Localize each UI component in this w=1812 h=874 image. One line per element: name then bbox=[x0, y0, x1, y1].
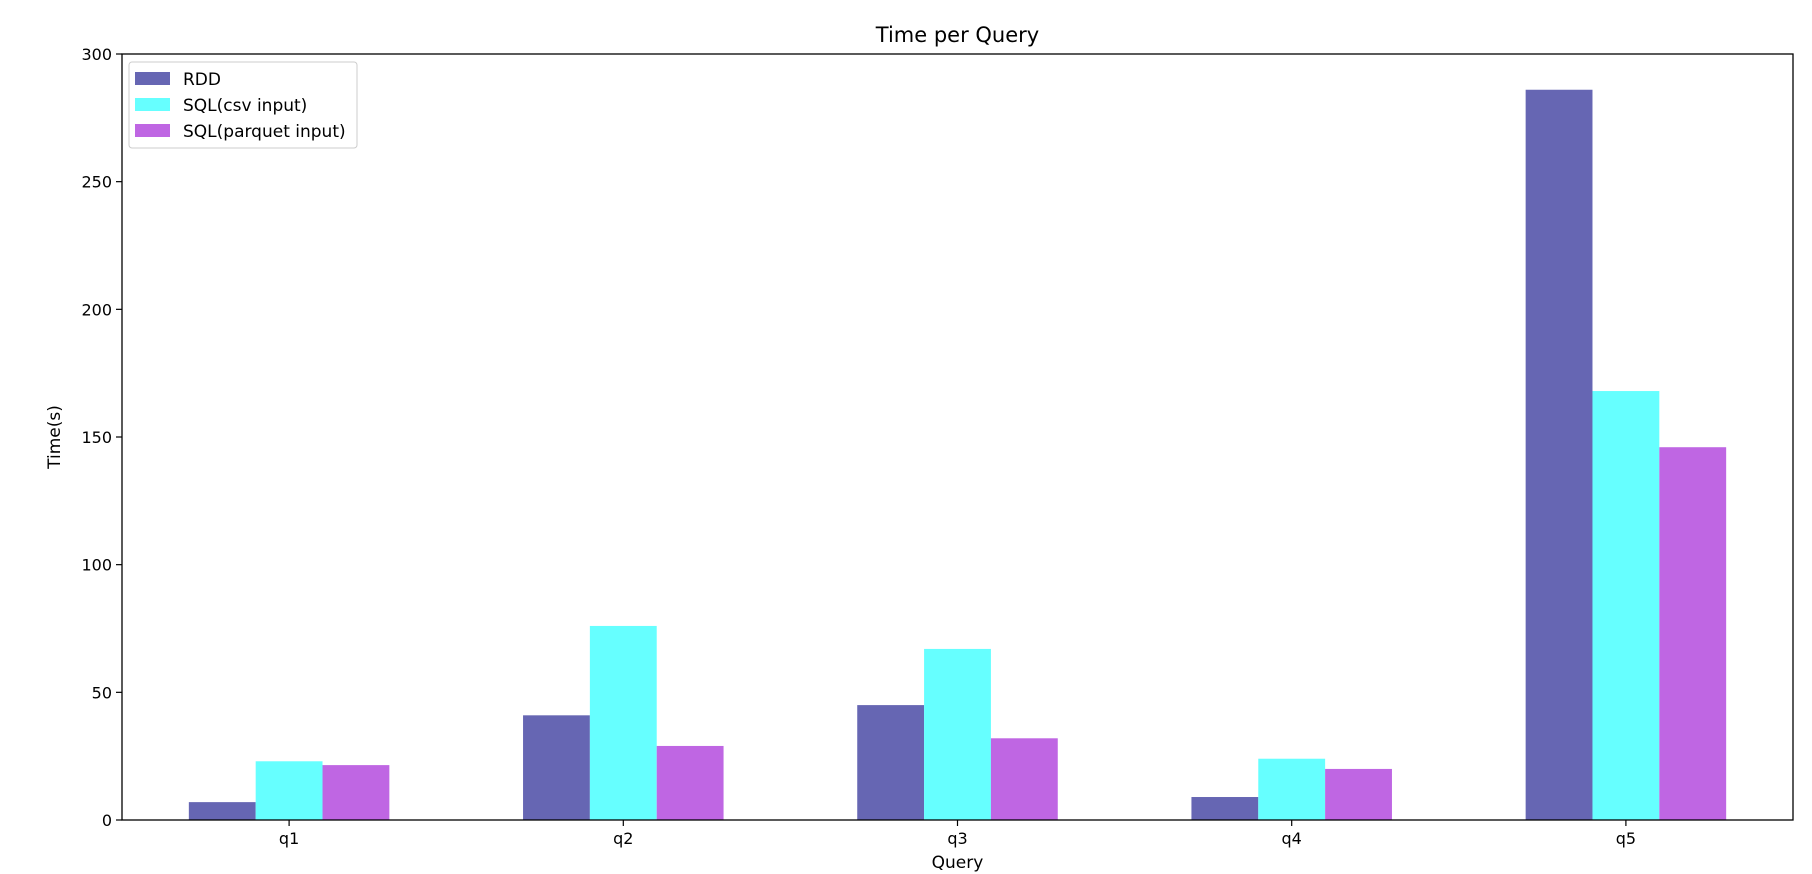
legend-box bbox=[128, 61, 358, 149]
chart-title: Time per Query bbox=[875, 23, 1039, 47]
bar-q5-series-1 bbox=[1525, 89, 1593, 821]
y-tick-label: 200 bbox=[81, 300, 112, 319]
bar-q2-series-2 bbox=[589, 625, 657, 820]
y-tick-label: 300 bbox=[81, 45, 112, 64]
x-axis-title: Query bbox=[932, 853, 984, 873]
bar-q5-series-2 bbox=[1592, 391, 1660, 820]
bar-q1-series-2 bbox=[255, 761, 323, 820]
x-tick-label: q4 bbox=[1282, 829, 1302, 848]
bar-q5-series-3 bbox=[1659, 447, 1727, 820]
bar-q1-series-1 bbox=[188, 802, 256, 820]
y-tick-label: 150 bbox=[81, 428, 112, 447]
x-tick-label: q3 bbox=[947, 829, 967, 848]
bar-q2-series-1 bbox=[523, 715, 590, 820]
plot-frame bbox=[121, 53, 1794, 821]
legend-label: SQL(parquet input) bbox=[183, 122, 346, 142]
legend-swatch bbox=[135, 124, 170, 137]
legend-label: RDD bbox=[183, 70, 221, 90]
x-tick-label: q5 bbox=[1616, 829, 1636, 848]
y-axis: 0 50 100 150 200 250 300 bbox=[81, 45, 122, 830]
bar-q4-series-3 bbox=[1325, 768, 1392, 820]
bar-q2-series-3 bbox=[656, 745, 724, 820]
legend-label: SQL(csv input) bbox=[183, 96, 307, 116]
bar-q4-series-2 bbox=[1258, 758, 1326, 820]
bar-q3-series-2 bbox=[924, 648, 991, 820]
legend: RDD SQL(csv input) SQL(parquet input) bbox=[128, 61, 358, 149]
bar-q3-series-1 bbox=[857, 705, 925, 820]
y-tick-label: 50 bbox=[92, 683, 112, 702]
bar-q1-series-3 bbox=[322, 765, 390, 820]
bar-q4-series-1 bbox=[1191, 797, 1259, 820]
legend-swatch bbox=[135, 98, 170, 111]
x-tick-label: q2 bbox=[613, 829, 633, 848]
bars-layer bbox=[188, 89, 1727, 821]
y-tick-label: 250 bbox=[81, 173, 112, 192]
y-axis-title: Time(s) bbox=[45, 405, 65, 470]
x-axis: q1 q2 q3 q4 q5 bbox=[279, 820, 1636, 848]
bar-q3-series-3 bbox=[990, 738, 1058, 820]
y-tick-label: 100 bbox=[81, 556, 112, 575]
x-tick-label: q1 bbox=[279, 829, 299, 848]
y-tick-label: 0 bbox=[102, 811, 112, 830]
legend-swatch bbox=[135, 72, 170, 85]
